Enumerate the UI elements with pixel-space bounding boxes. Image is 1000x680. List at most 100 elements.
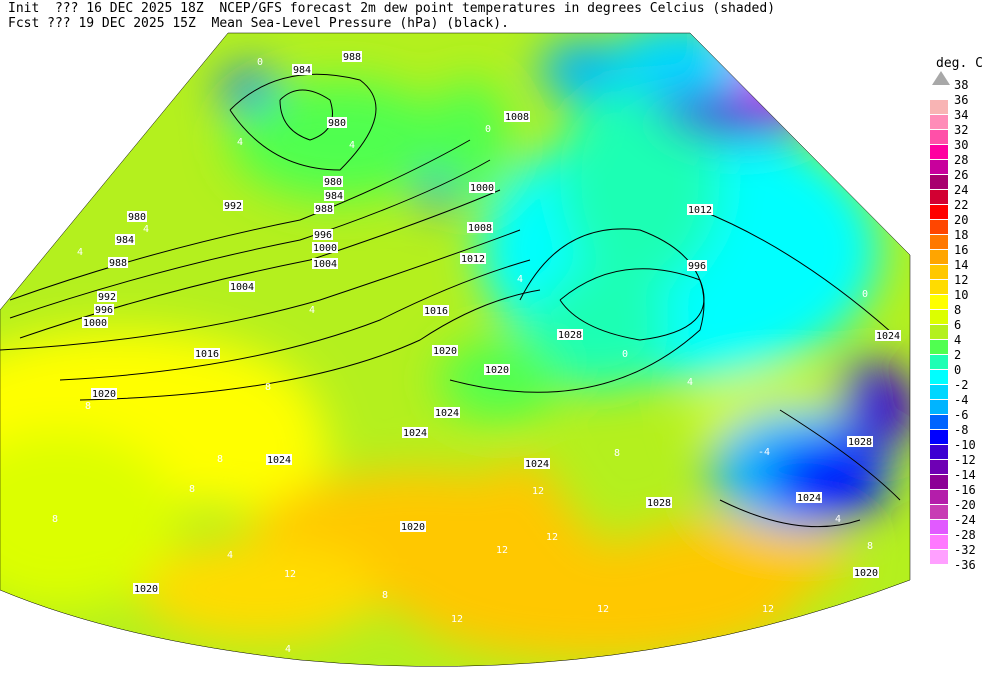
title-dewpoint: NCEP/GFS forecast 2m dew point temperatu…	[219, 1, 776, 16]
map-border	[0, 32, 911, 667]
isobar-line	[699, 209, 901, 341]
svg-text:4: 4	[227, 550, 233, 561]
legend-label: -24	[954, 513, 976, 527]
dewpoint-label: 8	[382, 590, 388, 601]
legend-swatch	[930, 175, 948, 189]
legend-label: -6	[954, 408, 969, 422]
legend-label: -32	[954, 543, 976, 557]
svg-text:0: 0	[622, 349, 628, 360]
legend-label: -16	[954, 483, 976, 497]
svg-text:1012: 1012	[688, 205, 712, 216]
svg-text:1000: 1000	[313, 243, 337, 254]
legend-swatch	[930, 265, 948, 279]
legend-label: 22	[954, 198, 969, 212]
svg-text:1004: 1004	[313, 259, 337, 270]
legend-label: 16	[954, 243, 969, 257]
isobar-label: 1008	[504, 111, 530, 123]
svg-text:12: 12	[597, 604, 609, 615]
isobar-line	[229, 73, 377, 171]
legend-label: -8	[954, 423, 969, 437]
legend-label: 12	[954, 273, 969, 287]
dewpoint-label: 4	[309, 305, 315, 316]
isobar-line	[779, 409, 901, 501]
title-pressure: Mean Sea-Level Pressure (hPa) (black).	[211, 16, 509, 31]
isobar-label: 1024	[266, 454, 292, 466]
svg-text:1024: 1024	[267, 455, 291, 466]
svg-text:1000: 1000	[470, 183, 494, 194]
isobar-label: 1028	[847, 436, 873, 448]
svg-text:1024: 1024	[797, 493, 821, 504]
dewpoint-label: 12	[451, 614, 463, 625]
svg-text:1020: 1020	[854, 568, 878, 579]
svg-text:1008: 1008	[505, 112, 529, 123]
svg-text:1028: 1028	[647, 498, 671, 509]
legend-swatch	[930, 400, 948, 414]
svg-text:8: 8	[52, 514, 58, 525]
dewpoint-label: 8	[867, 541, 873, 552]
header-line-2: Fcst ??? 19 DEC 2025 15Z Mean Sea-Level …	[8, 16, 509, 31]
svg-text:1024: 1024	[435, 408, 459, 419]
legend-label: -2	[954, 378, 969, 392]
legend-label: -28	[954, 528, 976, 542]
svg-text:980: 980	[328, 118, 346, 129]
isobar-label: 992	[97, 291, 117, 303]
svg-text:12: 12	[496, 545, 508, 556]
svg-text:8: 8	[265, 382, 271, 393]
legend-label: 10	[954, 288, 969, 302]
legend-label: 36	[954, 93, 969, 107]
svg-text:984: 984	[116, 235, 134, 246]
dewpoint-region	[0, 430, 180, 610]
legend-label: 4	[954, 333, 962, 347]
isobar-label: 988	[314, 203, 334, 215]
dewpoint-label: 12	[546, 532, 558, 543]
dewpoint-region	[540, 40, 620, 100]
legend-label: -4	[954, 393, 969, 407]
svg-text:988: 988	[315, 204, 333, 215]
svg-text:4: 4	[77, 247, 83, 258]
isobar-line	[9, 159, 491, 319]
svg-text:0: 0	[862, 289, 868, 300]
svg-text:0: 0	[257, 57, 263, 68]
legend-swatch	[930, 115, 948, 129]
legend-swatch	[930, 145, 948, 159]
svg-text:12: 12	[762, 604, 774, 615]
legend-swatch	[930, 415, 948, 429]
dewpoint-label: 0	[485, 124, 491, 135]
legend-swatch	[930, 310, 948, 324]
dewpoint-region	[840, 360, 900, 400]
dewpoint-label: 4	[687, 377, 693, 388]
dewpoint-region	[480, 460, 560, 540]
dewpoint-region	[770, 440, 890, 520]
svg-text:1020: 1020	[433, 346, 457, 357]
legend-label: -20	[954, 498, 976, 512]
svg-text:4: 4	[143, 224, 149, 235]
isobar-label: 1000	[312, 242, 338, 254]
isobar-label: 1020	[432, 345, 458, 357]
svg-text:8: 8	[614, 448, 620, 459]
svg-text:992: 992	[98, 292, 116, 303]
dewpoint-label: 4	[285, 644, 291, 655]
dewpoint-region	[440, 340, 560, 420]
isobar-label: 1004	[229, 281, 255, 293]
svg-text:1028: 1028	[848, 437, 872, 448]
legend-swatch	[930, 505, 948, 519]
svg-text:1008: 1008	[468, 223, 492, 234]
legend-label: -10	[954, 438, 976, 452]
svg-text:1020: 1020	[485, 365, 509, 376]
isobar-label: 988	[108, 257, 128, 269]
isobar-label: 1020	[400, 521, 426, 533]
legend-label: 26	[954, 168, 969, 182]
svg-text:8: 8	[867, 541, 873, 552]
dewpoint-label: 4	[349, 140, 355, 151]
isobar-label: 1000	[469, 182, 495, 194]
legend-swatch	[930, 205, 948, 219]
svg-text:4: 4	[285, 644, 291, 655]
svg-text:4: 4	[687, 377, 693, 388]
isobar-label: 1016	[423, 305, 449, 317]
isobar-label: 1024	[402, 427, 428, 439]
svg-text:1020: 1020	[92, 389, 116, 400]
svg-text:-4: -4	[758, 447, 770, 458]
legend-swatch	[930, 370, 948, 384]
legend-swatch	[930, 100, 948, 114]
